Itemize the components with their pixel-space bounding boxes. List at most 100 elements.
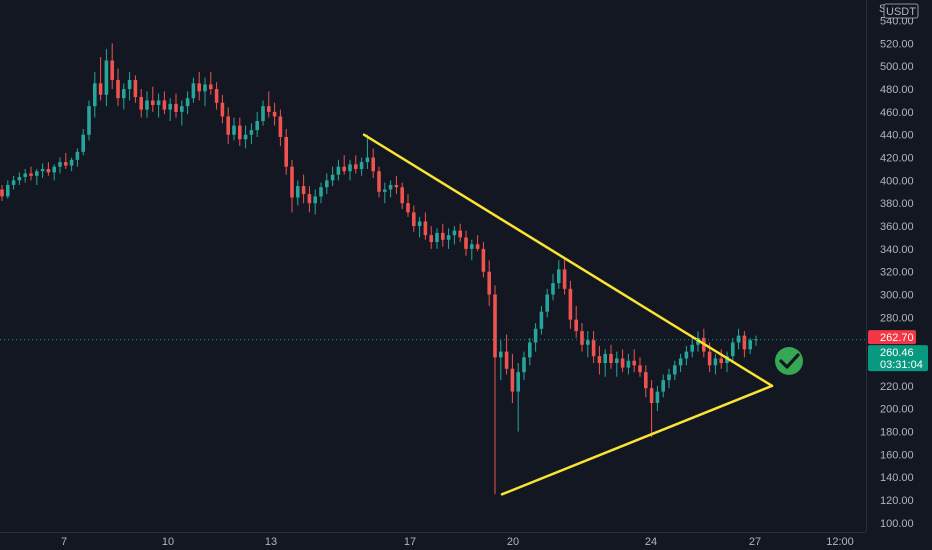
candle-body — [296, 186, 300, 198]
candle-body — [104, 60, 109, 95]
candle-body — [348, 164, 352, 172]
x-tick-label: 20 — [507, 536, 519, 548]
candle-body — [191, 83, 196, 99]
y-tick-label: 340.00 — [880, 244, 914, 256]
y-tick-label: 220.00 — [880, 381, 914, 393]
candle-body — [40, 168, 45, 172]
candle-body — [313, 196, 317, 204]
y-tick-label: 120.00 — [880, 495, 914, 507]
currency-label: USDT — [886, 6, 916, 18]
candle-body — [342, 166, 346, 172]
y-tick-label: 420.00 — [880, 153, 914, 165]
candle-body — [673, 365, 677, 375]
candle-body — [11, 180, 16, 185]
candle-body — [220, 102, 225, 117]
candles-layer — [0, 43, 758, 495]
candle-body — [533, 328, 538, 343]
candle-body — [377, 171, 381, 192]
y-tick-label: 140.00 — [880, 472, 914, 484]
candle-body — [243, 134, 248, 140]
candle-body — [0, 189, 4, 197]
candle-body — [545, 294, 549, 312]
candle-body — [203, 84, 207, 92]
candle-body — [180, 106, 184, 112]
candle-body — [209, 84, 213, 90]
candle-body — [626, 360, 631, 368]
triangle-pattern — [362, 133, 774, 496]
scale-mode-button[interactable]: S — [879, 3, 886, 15]
candle-body — [365, 157, 370, 163]
candle-body — [609, 353, 613, 364]
candle-body — [719, 358, 723, 364]
candle-body — [301, 186, 306, 195]
y-tick-label: 280.00 — [880, 312, 914, 324]
candle-body — [261, 106, 265, 122]
candle-body — [684, 351, 689, 359]
candle-body — [255, 121, 259, 131]
time-axis-corner — [866, 532, 932, 550]
candle-body — [441, 232, 445, 240]
candle-body — [603, 353, 607, 364]
candle-body — [557, 269, 561, 284]
candle-body — [423, 221, 428, 236]
candle-body — [267, 106, 271, 112]
currency-button[interactable]: USDT — [883, 3, 919, 19]
candle-body — [504, 351, 509, 369]
candle-body — [197, 83, 201, 92]
candle-body — [46, 168, 51, 173]
candle-body — [562, 269, 567, 289]
candle-body — [539, 311, 544, 329]
time-axis[interactable]: 7 10 13 17 20 24 27 12:00 — [61, 536, 854, 548]
candle-body — [638, 365, 642, 373]
candle-body — [29, 173, 33, 176]
candle-body — [435, 232, 439, 243]
y-tick-label: 500.00 — [880, 61, 914, 73]
candle-body — [249, 130, 254, 135]
candle-body — [615, 358, 619, 364]
candle-body — [475, 244, 480, 249]
y-tick-label: 200.00 — [880, 404, 914, 416]
price-axis[interactable]: 100.00 120.00 140.00 160.00 180.00 200.00 220.… — [880, 16, 914, 530]
candle-body — [354, 164, 358, 169]
x-tick-label: 24 — [645, 536, 657, 548]
candle-body — [6, 184, 10, 197]
x-tick-label: 13 — [265, 536, 277, 548]
candle-body — [574, 319, 578, 332]
candle-body — [400, 187, 404, 204]
candle-body — [493, 294, 497, 358]
candle-body — [464, 237, 468, 249]
candle-body — [446, 235, 451, 240]
candle-body — [151, 100, 155, 106]
candle-body — [52, 166, 56, 173]
candle-body — [644, 372, 648, 389]
candle-body — [678, 358, 683, 366]
candle-body — [330, 174, 335, 181]
candle-body — [551, 283, 555, 295]
time-axis-panel — [0, 532, 932, 550]
candle-body — [568, 288, 573, 320]
candle-body — [417, 221, 422, 227]
candle-body — [64, 162, 68, 166]
last-price-badge — [868, 330, 916, 345]
candle-body — [510, 368, 515, 392]
candle-body — [591, 340, 596, 357]
candle-body — [731, 342, 735, 357]
candle-body — [232, 125, 236, 135]
price-axis-panel — [866, 0, 932, 532]
candle-body — [452, 230, 457, 236]
candle-body — [649, 388, 654, 403]
countdown-label: 03:31:04 — [880, 359, 923, 371]
candle-body — [23, 173, 27, 177]
candle-body — [742, 335, 747, 350]
candle-body — [122, 89, 126, 99]
candle-body — [412, 212, 416, 227]
y-tick-label: 400.00 — [880, 175, 914, 187]
candle-body — [383, 189, 387, 192]
candle-body — [145, 100, 149, 110]
candle-body — [580, 331, 584, 345]
candle-body — [667, 374, 671, 381]
candle-body — [690, 344, 694, 352]
